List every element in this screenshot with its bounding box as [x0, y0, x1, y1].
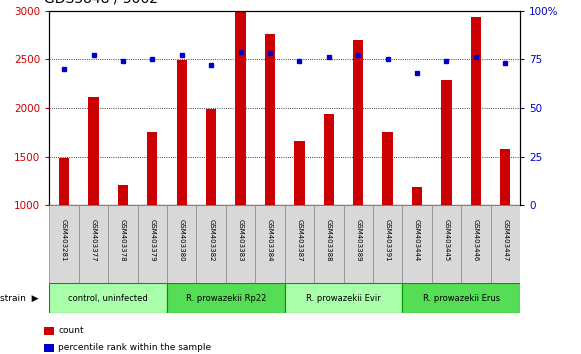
Text: GSM403389: GSM403389 — [355, 219, 361, 262]
Text: R. prowazekii Erus: R. prowazekii Erus — [422, 294, 500, 303]
Bar — [353, 40, 363, 205]
Text: GSM403378: GSM403378 — [120, 219, 126, 262]
FancyBboxPatch shape — [314, 205, 343, 283]
Text: GSM403444: GSM403444 — [414, 219, 420, 262]
Bar — [500, 149, 511, 205]
Text: GSM403379: GSM403379 — [149, 219, 155, 262]
FancyBboxPatch shape — [403, 283, 520, 313]
Bar — [206, 109, 216, 205]
Text: GSM403377: GSM403377 — [91, 219, 96, 262]
Text: GSM403380: GSM403380 — [179, 219, 185, 262]
FancyBboxPatch shape — [167, 283, 285, 313]
Text: strain  ▶: strain ▶ — [0, 294, 38, 303]
Bar — [324, 114, 334, 205]
Text: GSM403391: GSM403391 — [385, 219, 390, 262]
Bar — [294, 141, 304, 205]
FancyBboxPatch shape — [461, 205, 490, 283]
FancyBboxPatch shape — [49, 283, 167, 313]
Bar — [177, 60, 187, 205]
Bar — [235, 12, 246, 205]
FancyBboxPatch shape — [255, 205, 285, 283]
Text: GSM403384: GSM403384 — [267, 219, 273, 262]
Text: R. prowazekii Evir: R. prowazekii Evir — [306, 294, 381, 303]
Text: GSM403445: GSM403445 — [443, 219, 450, 262]
FancyBboxPatch shape — [373, 205, 403, 283]
FancyBboxPatch shape — [138, 205, 167, 283]
Text: GSM403387: GSM403387 — [296, 219, 302, 262]
Text: GSM403388: GSM403388 — [326, 219, 332, 262]
Bar — [382, 132, 393, 205]
Text: GSM403281: GSM403281 — [61, 219, 67, 262]
FancyBboxPatch shape — [285, 205, 314, 283]
FancyBboxPatch shape — [196, 205, 226, 283]
Text: GSM403446: GSM403446 — [473, 219, 479, 262]
Text: count: count — [58, 326, 84, 336]
FancyBboxPatch shape — [49, 205, 79, 283]
FancyBboxPatch shape — [79, 205, 108, 283]
Bar — [442, 80, 451, 205]
FancyBboxPatch shape — [285, 283, 403, 313]
FancyBboxPatch shape — [343, 205, 373, 283]
Text: GSM403382: GSM403382 — [208, 219, 214, 262]
Bar — [412, 187, 422, 205]
Text: GSM403383: GSM403383 — [238, 219, 243, 262]
FancyBboxPatch shape — [167, 205, 196, 283]
FancyBboxPatch shape — [403, 205, 432, 283]
Bar — [88, 97, 99, 205]
FancyBboxPatch shape — [226, 205, 255, 283]
Bar — [59, 158, 69, 205]
Text: control, uninfected: control, uninfected — [69, 294, 148, 303]
Bar — [471, 17, 481, 205]
FancyBboxPatch shape — [490, 205, 520, 283]
Text: GSM403447: GSM403447 — [503, 219, 508, 262]
Bar — [265, 34, 275, 205]
Text: R. prowazekii Rp22: R. prowazekii Rp22 — [186, 294, 266, 303]
Bar — [118, 185, 128, 205]
FancyBboxPatch shape — [432, 205, 461, 283]
Text: percentile rank within the sample: percentile rank within the sample — [58, 343, 211, 352]
Text: GDS3848 / 5062: GDS3848 / 5062 — [44, 0, 157, 5]
FancyBboxPatch shape — [108, 205, 138, 283]
Bar — [147, 132, 157, 205]
